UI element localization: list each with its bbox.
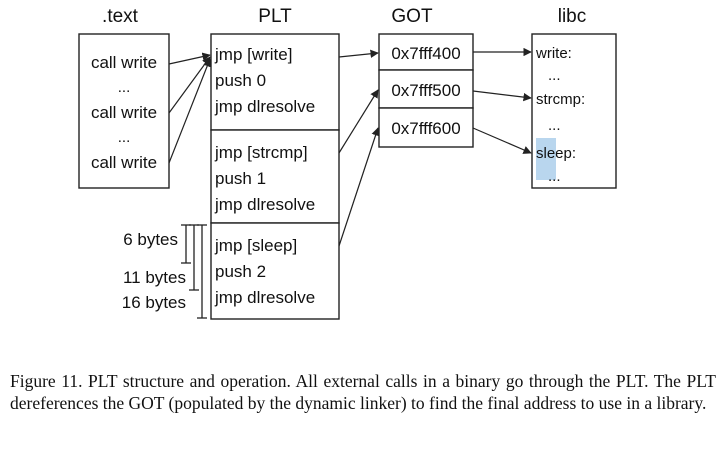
text-line: ... xyxy=(118,79,131,96)
call-arrow xyxy=(168,56,211,114)
header-got: GOT xyxy=(391,6,433,27)
libc-line: ... xyxy=(548,117,561,134)
plt-line: jmp [sleep] xyxy=(214,236,297,255)
text-line: call write xyxy=(91,103,157,122)
plt-line: push 2 xyxy=(215,262,266,281)
text-line: call write xyxy=(91,153,157,172)
plt-line: jmp dlresolve xyxy=(214,97,315,116)
plt-line: push 1 xyxy=(215,169,266,188)
plt-to-got-arrow xyxy=(338,89,379,154)
size-label: 11 bytes xyxy=(123,268,186,287)
text-section-box xyxy=(78,33,170,189)
size-label: 6 bytes xyxy=(123,230,178,249)
plt-line: jmp dlresolve xyxy=(214,195,315,214)
got-entry-value: 0x7fff400 xyxy=(391,44,460,63)
text-line: call write xyxy=(91,53,157,72)
got-entry-box xyxy=(378,107,474,148)
plt-entry-box xyxy=(210,129,340,224)
got-entry-box xyxy=(378,69,474,109)
libc-line: write: xyxy=(535,45,572,62)
size-brackets xyxy=(181,224,207,319)
plt-entry-box xyxy=(210,33,340,131)
size-label: 16 bytes xyxy=(122,293,186,312)
libc-line: ... xyxy=(548,168,561,185)
got-entry-value: 0x7fff600 xyxy=(391,119,460,138)
plt-line: jmp [strcmp] xyxy=(214,143,308,162)
plt-diagram: .text PLT GOT libc call write ... call w… xyxy=(78,6,617,320)
plt-line: jmp dlresolve xyxy=(214,288,315,307)
plt-line: push 0 xyxy=(215,71,266,90)
libc-line: strcmp: xyxy=(536,91,585,108)
call-arrow xyxy=(168,52,211,65)
header-plt: PLT xyxy=(258,6,292,27)
header-text: .text xyxy=(102,6,139,27)
got-to-libc-arrow xyxy=(472,127,532,154)
plt-to-got-arrow xyxy=(338,127,380,247)
cursor-highlight xyxy=(536,138,556,180)
header-libc: libc xyxy=(558,6,587,27)
plt-entry-box xyxy=(210,222,340,320)
call-arrow xyxy=(168,58,212,164)
got-to-libc-arrow xyxy=(472,90,532,102)
got-entry-value: 0x7fff500 xyxy=(391,81,460,100)
libc-line: sleep: xyxy=(536,145,576,162)
plt-to-got-arrow xyxy=(338,49,379,58)
figure-caption: Figure 11. PLT structure and operation. … xyxy=(10,371,716,413)
text-line: ... xyxy=(118,129,131,146)
libc-line: ... xyxy=(548,67,561,84)
plt-line: jmp [write] xyxy=(214,45,292,64)
